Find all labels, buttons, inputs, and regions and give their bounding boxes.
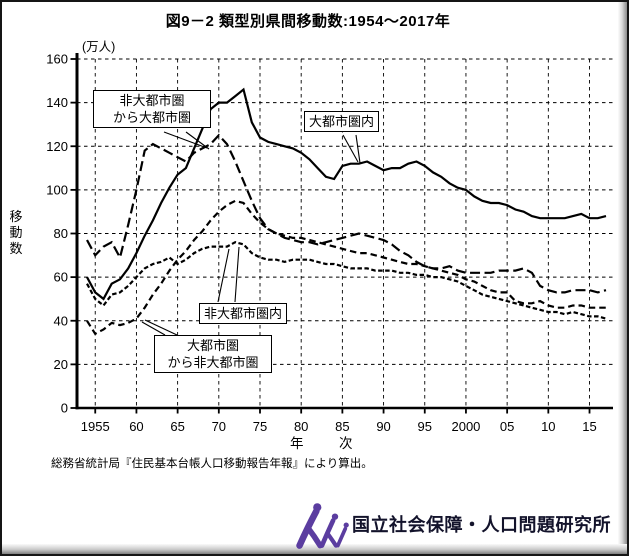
svg-text:1955: 1955: [81, 419, 110, 434]
svg-text:140: 140: [46, 95, 68, 110]
svg-text:70: 70: [212, 419, 226, 434]
svg-text:95: 95: [418, 419, 432, 434]
svg-text:(万人): (万人): [82, 40, 115, 54]
series-metro-to-nonmetro: [86, 199, 606, 336]
series-nonmetro-internal: [86, 241, 607, 320]
svg-text:160: 160: [46, 52, 68, 67]
institute-logo-icon: [296, 503, 349, 549]
x-axis-title: 年 次: [290, 436, 364, 451]
svg-text:10: 10: [541, 419, 555, 434]
callout-nonmetro-to-metro: 非大都市圏 から大都市圏: [93, 90, 211, 128]
svg-text:15: 15: [582, 419, 596, 434]
callout-metro-internal: 大都市圏内: [304, 111, 380, 132]
y-axis-title: 移 動 数: [8, 209, 24, 257]
institute-name: 国立社会保障・人口問題研究所: [352, 515, 611, 535]
svg-text:85: 85: [335, 419, 349, 434]
y-axis-title-char: 数: [9, 241, 23, 256]
y-axis-title-char: 動: [9, 225, 23, 240]
svg-text:40: 40: [54, 313, 68, 328]
series-metro-internal: [86, 87, 607, 301]
svg-text:80: 80: [54, 226, 68, 241]
frame-bevel-bottom: [2, 544, 627, 554]
callout-label: 大都市圏: [186, 338, 239, 353]
callout-label: から非大都市圏: [167, 355, 259, 370]
callout-metro-to-nonmetro: 大都市圏 から非大都市圏: [154, 335, 272, 373]
svg-text:60: 60: [129, 419, 143, 434]
svg-text:20: 20: [54, 357, 68, 372]
frame-bevel-right: [618, 2, 627, 554]
svg-text:65: 65: [170, 419, 184, 434]
callout-label: から大都市圏: [112, 110, 191, 125]
svg-text:0: 0: [61, 401, 68, 416]
svg-text:100: 100: [46, 182, 68, 197]
svg-text:90: 90: [376, 419, 390, 434]
migration-line-chart: 0 20 40 60 80 100 120 140 160 1955 60 65 70 75 80 85 90 9…: [46, 40, 613, 434]
svg-text:2000: 2000: [451, 419, 480, 434]
svg-text:75: 75: [253, 419, 267, 434]
y-axis-title-char: 移: [9, 209, 23, 224]
callout-label: 非大都市圏: [119, 93, 185, 108]
source-note: 総務省統計局『住民基本台帳人口移動報告年報』により算出。: [51, 458, 373, 470]
chart-title: 図9－2 類型別県間移動数:1954～2017年: [165, 13, 451, 30]
svg-text:60: 60: [54, 270, 68, 285]
callout-nonmetro-internal: 非大都市圏内: [199, 303, 288, 324]
callout-label: 非大都市圏内: [204, 306, 283, 321]
svg-text:05: 05: [500, 419, 514, 434]
svg-text:80: 80: [294, 419, 308, 434]
series-nonmetro-to-metro: [86, 133, 607, 294]
svg-text:120: 120: [46, 139, 68, 154]
callout-label: 大都市圏内: [309, 114, 375, 129]
